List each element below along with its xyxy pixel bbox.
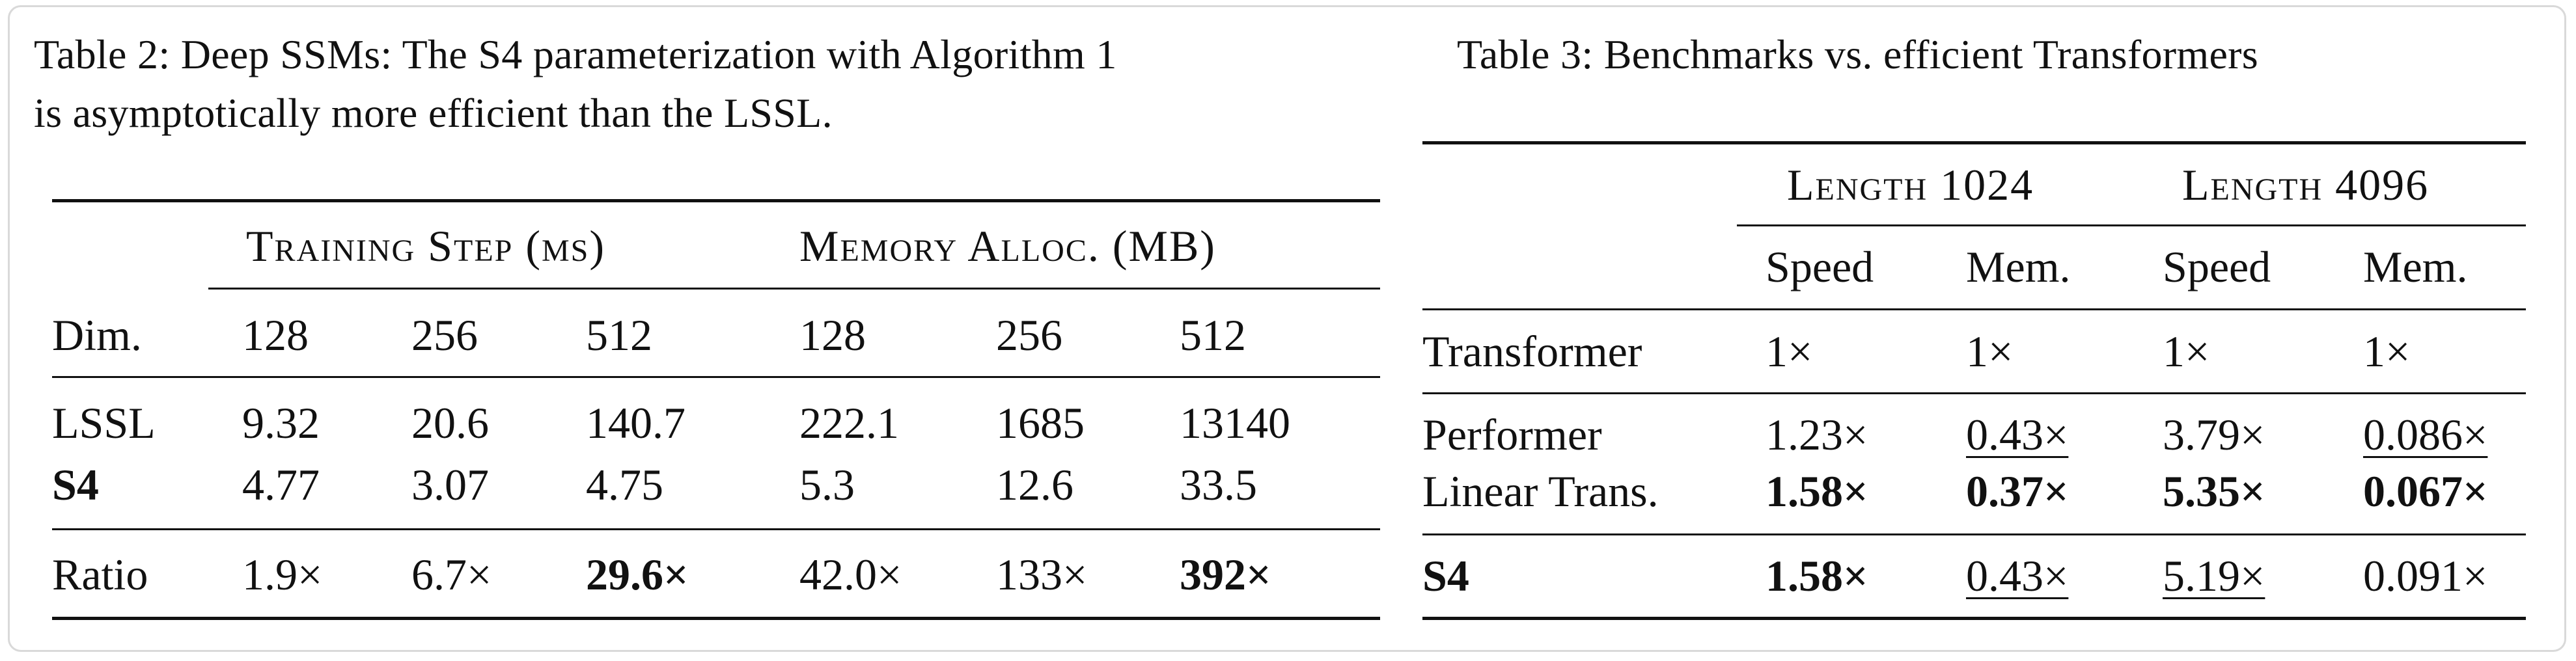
table-cell: 3.79× <box>2163 410 2265 459</box>
table-cell: 3.07 <box>411 460 489 509</box>
table-cell: 9.32 <box>242 398 320 448</box>
table-cell: 4.77 <box>242 460 320 509</box>
table-cell: 1685 <box>996 398 1085 448</box>
dim-cell: 512 <box>1180 310 1246 360</box>
group-header-length-1024: Length 1024 <box>1787 160 2034 209</box>
table-cell: 133× <box>996 550 1088 599</box>
table-cell-second: 5.19× <box>2163 551 2265 600</box>
table-cell-best: 29.6× <box>586 550 689 599</box>
top-rule <box>1422 141 2526 144</box>
table-cell: 20.6 <box>411 398 489 448</box>
table-cell: 1× <box>1966 327 2014 376</box>
table-cell: 1× <box>2363 327 2411 376</box>
group-header-rule <box>1737 224 2526 226</box>
subheader-speed: Speed <box>2163 242 2271 291</box>
row-label-linear-trans: Linear Trans. <box>1422 466 1659 516</box>
table-cell: 33.5 <box>1180 460 1257 509</box>
table-cell-best: 392× <box>1180 550 1271 599</box>
table-cell: 6.7× <box>411 550 492 599</box>
mid-rule <box>1422 308 2526 310</box>
mid-rule <box>52 376 1380 378</box>
mid-rule <box>1422 533 2526 535</box>
subheader-mem: Mem. <box>1966 242 2071 291</box>
table-cell: 1× <box>1766 327 1813 376</box>
dim-cell: 512 <box>586 310 652 360</box>
table-cell: 0.091× <box>2363 551 2488 600</box>
bottom-rule <box>52 617 1380 620</box>
table-cell-best: 0.067× <box>2363 466 2488 516</box>
table-cell: 5.3 <box>799 460 855 509</box>
figure-frame <box>8 5 2566 652</box>
table-cell-best: 1.58× <box>1766 551 1868 600</box>
top-rule <box>52 199 1380 202</box>
mid-rule <box>1422 392 2526 394</box>
row-label-lssl: LSSL <box>52 398 156 448</box>
table-cell-second: 0.43× <box>1966 551 2069 600</box>
dim-cell: 128 <box>799 310 866 360</box>
group-header-rule <box>208 288 1380 290</box>
subheader-speed: Speed <box>1766 242 1874 291</box>
row-label-ratio: Ratio <box>52 550 148 599</box>
table-2-caption-line1: Table 2: Deep SSMs: The S4 parameterizat… <box>34 31 1117 77</box>
dim-label: Dim. <box>52 310 142 360</box>
mid-rule <box>52 528 1380 530</box>
table-3-caption: Table 3: Benchmarks vs. efficient Transf… <box>1457 31 2258 77</box>
table-cell-best: 5.35× <box>2163 466 2265 516</box>
table-cell: 13140 <box>1180 398 1290 448</box>
table-cell: 42.0× <box>799 550 902 599</box>
table-cell: 1.23× <box>1766 410 1868 459</box>
table-cell: 12.6 <box>996 460 1073 509</box>
group-header-training-step: Training Step (ms) <box>246 221 605 271</box>
row-label-performer: Performer <box>1422 410 1602 459</box>
subheader-mem: Mem. <box>2363 242 2468 291</box>
table-cell-second: 0.086× <box>2363 410 2488 459</box>
group-header-memory-alloc: Memory Alloc. (MB) <box>799 221 1216 271</box>
table-cell-best: 1.58× <box>1766 466 1868 516</box>
row-label-s4: S4 <box>52 460 99 509</box>
table-cell: 1.9× <box>242 550 323 599</box>
table-cell: 222.1 <box>799 398 899 448</box>
table-cell: 1× <box>2163 327 2210 376</box>
table-2-caption-line2: is asymptotically more efficient than th… <box>34 90 833 136</box>
row-label-transformer: Transformer <box>1422 327 1642 376</box>
table-cell: 4.75 <box>586 460 663 509</box>
bottom-rule <box>1422 617 2526 620</box>
table-cell-second: 0.43× <box>1966 410 2069 459</box>
group-header-length-4096: Length 4096 <box>2182 160 2430 209</box>
dim-cell: 256 <box>411 310 478 360</box>
table-cell-best: 0.37× <box>1966 466 2069 516</box>
dim-cell: 128 <box>242 310 309 360</box>
dim-cell: 256 <box>996 310 1062 360</box>
table-cell: 140.7 <box>586 398 686 448</box>
row-label-s4: S4 <box>1422 551 1469 600</box>
